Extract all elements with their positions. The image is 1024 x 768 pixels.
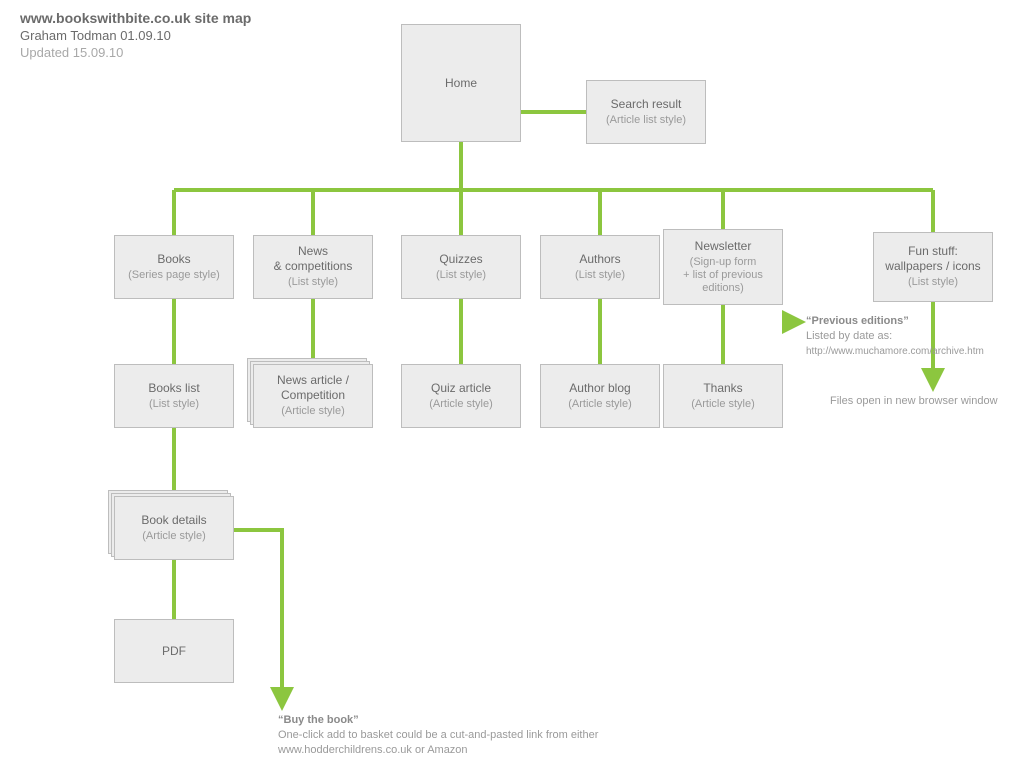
node-pdf-title: PDF [162,644,186,659]
node-bookslist: Books list (List style) [114,364,234,428]
annotation-buy-book: “Buy the book” One-click add to basket c… [278,713,598,758]
node-search-title: Search result [611,97,682,112]
node-books-title: Books [157,252,190,267]
node-authorblog-title: Author blog [569,381,630,396]
node-bookdetails: Book details (Article style) [114,496,234,560]
node-newsarticle-subtitle: (Article style) [281,405,345,418]
node-bookslist-title: Books list [148,381,199,396]
node-funstuff-title: Fun stuff:wallpapers / icons [885,244,980,274]
node-quizzes-title: Quizzes [439,252,482,267]
node-bookslist-subtitle: (List style) [149,398,199,411]
node-funstuff-subtitle: (List style) [908,276,958,289]
node-thanks: Thanks (Article style) [663,364,783,428]
node-funstuff: Fun stuff:wallpapers / icons (List style) [873,232,993,302]
header-title: www.bookswithbite.co.uk site map [20,10,251,26]
node-authors-subtitle: (List style) [575,269,625,282]
annotation-buy-book-line3: www.hodderchildrens.co.uk or Amazon [278,744,468,756]
header-updated: Updated 15.09.10 [20,45,251,60]
node-home: Home [401,24,521,142]
node-books: Books (Series page style) [114,235,234,299]
node-newsarticle-title: News article /Competition [277,373,349,403]
header-author-date: Graham Todman 01.09.10 [20,28,251,43]
node-books-subtitle: (Series page style) [128,269,220,282]
node-authorblog: Author blog (Article style) [540,364,660,428]
node-bookdetails-subtitle: (Article style) [142,530,206,543]
node-news: News& competitions (List style) [253,235,373,299]
node-quizarticle: Quiz article (Article style) [401,364,521,428]
node-quizarticle-title: Quiz article [431,381,491,396]
node-newsletter-subtitle: (Sign-up form+ list of previouseditions) [683,256,763,296]
annotation-previous-editions-url: http://www.muchamore.com/archive.htm [806,346,984,357]
node-quizzes-subtitle: (List style) [436,269,486,282]
header-block: www.bookswithbite.co.uk site map Graham … [20,10,251,60]
node-home-title: Home [445,76,477,91]
node-newsletter: Newsletter (Sign-up form+ list of previou… [663,229,783,305]
node-thanks-title: Thanks [703,381,742,396]
node-authors-title: Authors [579,252,620,267]
annotation-buy-book-line2: One-click add to basket could be a cut-a… [278,729,598,741]
node-authors: Authors (List style) [540,235,660,299]
node-bookdetails-title: Book details [141,513,206,528]
node-quizzes: Quizzes (List style) [401,235,521,299]
annotation-previous-editions-line2: Listed by date as: [806,330,892,342]
annotation-files-open: Files open in new browser window [830,394,998,409]
node-search-subtitle: (Article list style) [606,114,686,127]
node-newsletter-title: Newsletter [695,239,752,254]
annotation-buy-book-title: “Buy the book” [278,714,359,726]
node-quizarticle-subtitle: (Article style) [429,398,493,411]
annotation-files-open-text: Files open in new browser window [830,395,998,407]
node-search: Search result (Article list style) [586,80,706,144]
annotation-previous-editions-title: “Previous editions” [806,315,909,327]
node-pdf: PDF [114,619,234,683]
node-news-title: News& competitions [274,244,353,274]
node-thanks-subtitle: (Article style) [691,398,755,411]
node-authorblog-subtitle: (Article style) [568,398,632,411]
node-newsarticle: News article /Competition (Article style) [253,364,373,428]
annotation-previous-editions: “Previous editions” Listed by date as: h… [806,314,984,359]
node-news-subtitle: (List style) [288,276,338,289]
